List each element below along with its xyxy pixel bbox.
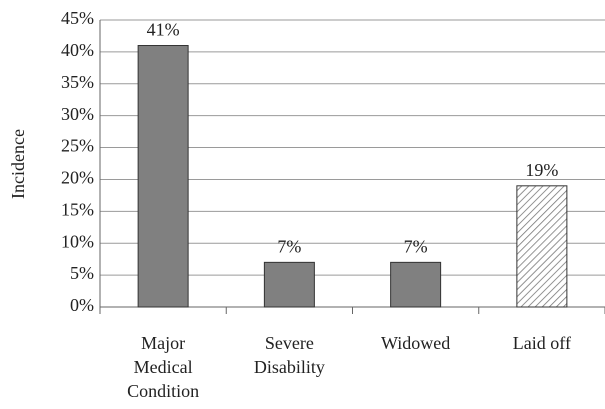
data-label: 7% (277, 236, 301, 256)
x-tick-label: Laid off (513, 333, 571, 353)
x-tick-label: Major Medical Condition (127, 333, 199, 401)
x-tick-label: Severe Disability (254, 333, 325, 377)
y-tick-label: 20% (61, 168, 94, 188)
y-tick-label: 25% (61, 136, 94, 156)
y-tick-label: 5% (70, 263, 94, 283)
y-tick-label: 10% (61, 231, 94, 251)
data-label: 41% (147, 20, 180, 40)
bar (390, 261, 442, 308)
bar (516, 185, 568, 308)
data-label: 7% (404, 236, 428, 256)
y-tick-label: 35% (61, 72, 94, 92)
y-tick-label: 15% (61, 199, 94, 219)
x-tick-label: Widowed (381, 333, 450, 353)
bar (263, 261, 315, 308)
y-tick-label: 40% (61, 40, 94, 60)
y-axis-title: Incidence (8, 129, 28, 199)
y-tick-label: 0% (70, 295, 94, 315)
y-tick-label: 30% (61, 104, 94, 124)
bar (137, 45, 189, 308)
data-label: 19% (525, 160, 558, 180)
y-tick-label: 45% (61, 8, 94, 28)
